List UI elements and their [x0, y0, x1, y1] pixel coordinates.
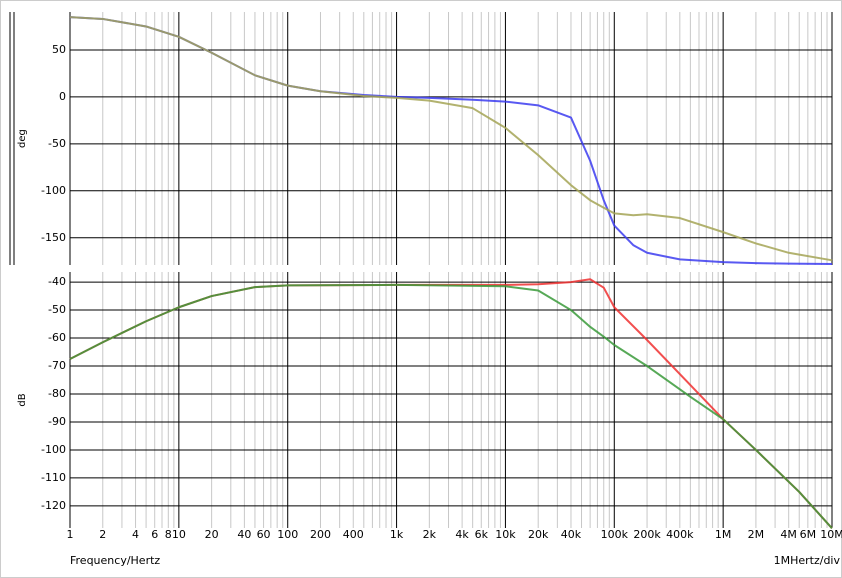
x-tick-label: 40: [237, 528, 251, 541]
y-tick-label: -70: [48, 359, 66, 372]
y-tick-label: -80: [48, 387, 66, 400]
x-tick-label: 10M: [820, 528, 842, 541]
x-tick-label: 100k: [601, 528, 629, 541]
x-division-label: 1MHertz/div: [774, 554, 841, 567]
x-tick-label: 2: [99, 528, 106, 541]
x-tick-label: 6M: [800, 528, 817, 541]
x-tick-label: 1: [67, 528, 74, 541]
y-tick-label: -90: [48, 415, 66, 428]
series-line: [69, 283, 833, 529]
x-tick-label: 8: [165, 528, 172, 541]
y-axis-label: dB: [17, 393, 28, 406]
x-tick-label: 4M: [780, 528, 797, 541]
x-tick-label: 20: [205, 528, 219, 541]
x-tick-label: 200: [310, 528, 331, 541]
x-tick-label: 10k: [495, 528, 516, 541]
x-tick-label: 2M: [748, 528, 765, 541]
y-tick-label: -100: [41, 184, 66, 197]
series-line: [69, 16, 833, 262]
x-tick-label: 2k: [423, 528, 437, 541]
y-tick-label: -110: [41, 471, 66, 484]
y-axis-label: deg: [17, 129, 28, 148]
y-tick-label: 50: [52, 43, 66, 56]
x-tick-label: 4: [132, 528, 139, 541]
y-tick-label: 0: [59, 90, 66, 103]
x-tick-label: 400k: [666, 528, 694, 541]
x-tick-label: 4k: [455, 528, 469, 541]
x-tick-label: 10: [172, 528, 186, 541]
y-tick-label: -50: [48, 303, 66, 316]
x-tick-label: 40k: [561, 528, 582, 541]
x-tick-label: 1M: [715, 528, 732, 541]
y-tick-label: -100: [41, 443, 66, 456]
x-tick-label: 400: [343, 528, 364, 541]
x-tick-label: 6: [151, 528, 158, 541]
y-tick-label: -60: [48, 331, 66, 344]
y-tick-label: -150: [41, 231, 66, 244]
x-axis-label: Frequency/Hertz: [70, 554, 160, 567]
x-tick-label: 6k: [475, 528, 489, 541]
y-tick-label: -50: [48, 137, 66, 150]
y-tick-label: -120: [41, 499, 66, 512]
x-tick-label: 200k: [633, 528, 661, 541]
x-tick-label: 20k: [528, 528, 549, 541]
y-tick-label: -40: [48, 275, 66, 288]
x-tick-label: 1k: [390, 528, 404, 541]
x-tick-label: 100: [277, 528, 298, 541]
x-tick-label: 60: [257, 528, 271, 541]
